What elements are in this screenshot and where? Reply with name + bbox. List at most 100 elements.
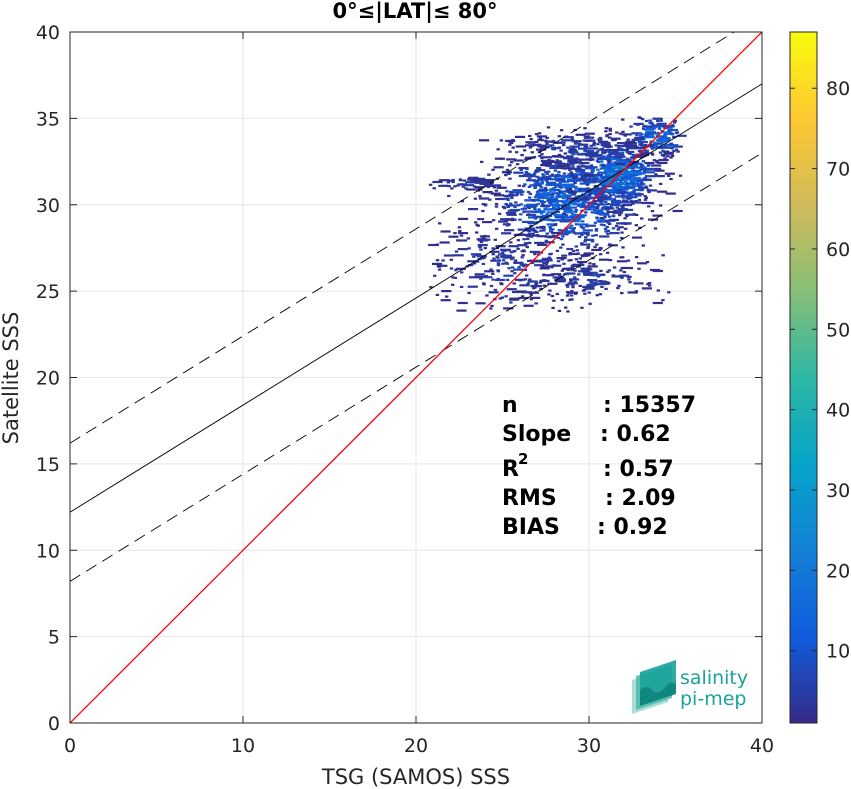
density-cell: [521, 190, 525, 193]
density-cell: [596, 216, 600, 220]
density-cell: [578, 189, 582, 192]
density-cell: [588, 302, 592, 305]
density-cell: [465, 181, 476, 184]
density-cell: [446, 181, 450, 184]
density-cell: [629, 151, 633, 154]
density-cell: [561, 217, 565, 220]
density-cell: [529, 199, 533, 202]
density-cell: [524, 227, 535, 230]
density-cell: [435, 259, 440, 262]
density-cell: [475, 260, 480, 263]
density-cell: [440, 230, 451, 233]
density-cell: [535, 215, 547, 218]
density-cell: [504, 174, 508, 177]
density-cell: [511, 146, 515, 149]
density-cell: [621, 130, 625, 133]
density-cell: [626, 174, 637, 177]
density-cell: [663, 132, 674, 135]
density-cell: [615, 206, 619, 209]
density-cell: [645, 168, 656, 171]
density-cell: [599, 269, 603, 272]
density-cell: [500, 283, 504, 286]
density-cell: [520, 295, 525, 298]
density-cell: [556, 194, 560, 197]
density-cell: [536, 145, 541, 148]
density-cell: [545, 184, 549, 187]
density-cell: [676, 134, 687, 137]
density-cell: [571, 217, 582, 220]
density-cell: [655, 146, 666, 149]
density-cell: [533, 253, 537, 256]
density-cell: [614, 144, 618, 147]
density-cell: [554, 215, 565, 218]
density-cell: [587, 207, 592, 210]
density-cell: [569, 171, 573, 174]
density-cell: [648, 184, 653, 187]
density-cell: [549, 178, 561, 181]
density-cell: [644, 186, 649, 189]
density-cell: [600, 143, 611, 147]
density-cell: [566, 155, 570, 158]
density-cell: [637, 150, 642, 153]
density-cell: [507, 172, 511, 175]
density-cell: [579, 182, 590, 185]
density-cell: [506, 205, 510, 208]
density-cell: [512, 282, 516, 285]
density-cell: [552, 299, 556, 302]
density-cell: [509, 208, 521, 212]
density-cell: [558, 182, 562, 185]
density-cell: [514, 278, 525, 281]
density-cell: [669, 132, 673, 135]
density-cell: [628, 160, 640, 163]
density-cell: [491, 272, 495, 275]
density-cell: [541, 257, 552, 260]
density-cell: [622, 208, 634, 211]
density-cell: [584, 211, 588, 214]
density-cell: [586, 187, 590, 190]
density-cell: [557, 191, 562, 194]
density-cell: [451, 276, 455, 279]
density-cell: [634, 193, 638, 196]
density-cell: [593, 245, 597, 248]
density-cell: [514, 151, 519, 154]
density-cell: [527, 230, 531, 233]
density-cell: [599, 138, 603, 141]
density-cell: [505, 168, 510, 171]
density-cell: [510, 266, 515, 269]
density-cell: [603, 169, 608, 172]
density-cell: [556, 233, 568, 236]
density-cell: [544, 171, 548, 174]
density-cell: [529, 259, 533, 262]
density-cell: [546, 199, 557, 202]
density-cell: [509, 192, 514, 196]
density-cell: [604, 173, 615, 177]
density-cell: [508, 298, 520, 301]
density-cell: [526, 237, 530, 241]
density-cell: [505, 190, 509, 193]
density-cell: [509, 301, 513, 304]
density-cell: [554, 185, 558, 188]
density-cell: [551, 231, 562, 235]
density-cell: [616, 228, 620, 231]
density-cell: [505, 211, 516, 215]
density-cell: [550, 208, 561, 211]
density-cell: [610, 157, 614, 161]
density-cell: [551, 219, 556, 222]
density-cell: [528, 192, 532, 195]
stats-box: n : 15357 Slope : 0.62 R 2 : 0.57 RMS : …: [502, 393, 696, 540]
density-cell: [539, 178, 543, 181]
density-cell: [456, 239, 467, 242]
density-cell: [643, 152, 648, 155]
density-cell: [629, 125, 633, 128]
density-cell: [529, 298, 533, 301]
density-cell: [632, 163, 636, 166]
density-cell: [515, 145, 526, 148]
density-cell: [508, 164, 512, 167]
density-cell: [508, 150, 512, 153]
density-cell: [567, 259, 571, 262]
density-cell: [572, 200, 577, 203]
density-cell: [605, 183, 609, 186]
density-cell: [631, 201, 642, 204]
density-cell: [583, 214, 587, 217]
density-cell: [557, 153, 562, 156]
